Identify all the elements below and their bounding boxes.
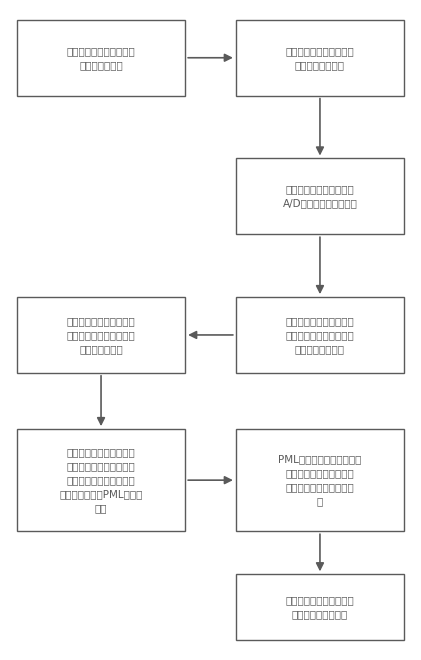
Text: 选择合适的工作参数，用
超声探头进行扫描: 选择合适的工作参数，用 超声探头进行扫描 — [285, 46, 354, 70]
Text: 现场操作人员发出请求与
终端处理器连接: 现场操作人员发出请求与 终端处理器连接 — [67, 46, 136, 70]
FancyBboxPatch shape — [17, 429, 185, 531]
FancyBboxPatch shape — [236, 429, 404, 531]
FancyBboxPatch shape — [236, 574, 404, 640]
Text: 将处理后的信号发送至远
程终端的信号处理器转换
成视频图像显示: 将处理后的信号发送至远 程终端的信号处理器转换 成视频图像显示 — [67, 316, 136, 354]
Text: 远程终端的专业人员根据
图像质量调节，通过信号
处理器发送调节信号指令
至云计算网络的PML服务器
处理: 远程终端的专业人员根据 图像质量调节，通过信号 处理器发送调节信号指令 至云计算… — [59, 447, 143, 513]
FancyBboxPatch shape — [236, 20, 404, 96]
Text: 将转换后的数字信号发送
至云计算网络中的数字扫
描转换器进行处理: 将转换后的数字信号发送 至云计算网络中的数字扫 描转换器进行处理 — [285, 316, 354, 354]
Text: PML服务器将处理过的数字
信号分别发送至远程终端
的信号处理器和超声探头
端: PML服务器将处理过的数字 信号分别发送至远程终端 的信号处理器和超声探头 端 — [278, 454, 362, 506]
Text: 接收的超声波回波信号经
A/D转换器进行数模转换: 接收的超声波回波信号经 A/D转换器进行数模转换 — [282, 184, 357, 209]
Text: 反复以上过程，直至获得
满意的超声图像信息: 反复以上过程，直至获得 满意的超声图像信息 — [285, 595, 354, 619]
FancyBboxPatch shape — [236, 297, 404, 373]
FancyBboxPatch shape — [236, 158, 404, 234]
FancyBboxPatch shape — [17, 20, 185, 96]
FancyBboxPatch shape — [17, 297, 185, 373]
